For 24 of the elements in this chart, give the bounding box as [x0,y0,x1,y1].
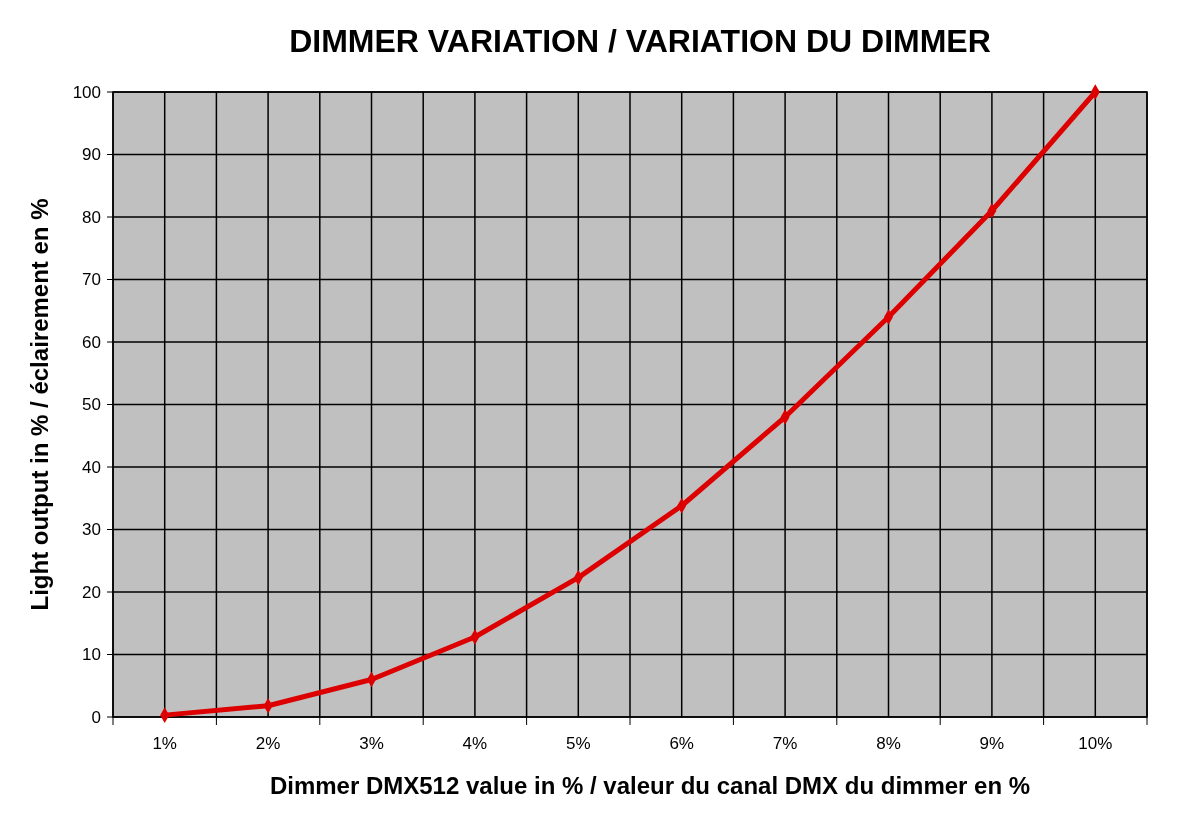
x-tick-label: 10% [1078,734,1113,753]
x-tick-label: 9% [979,734,1005,753]
y-tick-label: 10 [82,645,101,665]
x-tick-label: 4% [462,734,488,753]
y-tick-label: 30 [82,520,101,540]
x-tick-label: 2% [255,734,281,753]
chart-title: DIMMER VARIATION / VARIATION DU DIMMER [289,23,991,59]
y-tick-label: 60 [82,332,101,352]
x-tick-label: 3% [359,734,384,753]
x-axis-title: Dimmer DMX512 value in % / valeur du canal DMX du dimmer en % [269,772,1031,799]
y-axis-title: Light output in % / éclairement en % [26,198,53,611]
y-tick-label: 70 [82,270,101,290]
y-tick-label: 0 [91,707,101,727]
x-tick-label: 5% [566,734,591,753]
y-tick-label: 80 [82,207,101,227]
x-tick-label: 6% [669,734,694,753]
x-tick-label: 8% [876,734,901,753]
y-tick-label: 90 [82,145,101,165]
x-tick-label: 7% [772,734,798,753]
y-tick-label: 20 [82,582,101,602]
x-tick-label: 1% [152,734,177,753]
y-tick-label: 40 [82,457,101,477]
y-tick-label: 100 [72,82,101,102]
y-tick-label: 50 [82,395,101,415]
